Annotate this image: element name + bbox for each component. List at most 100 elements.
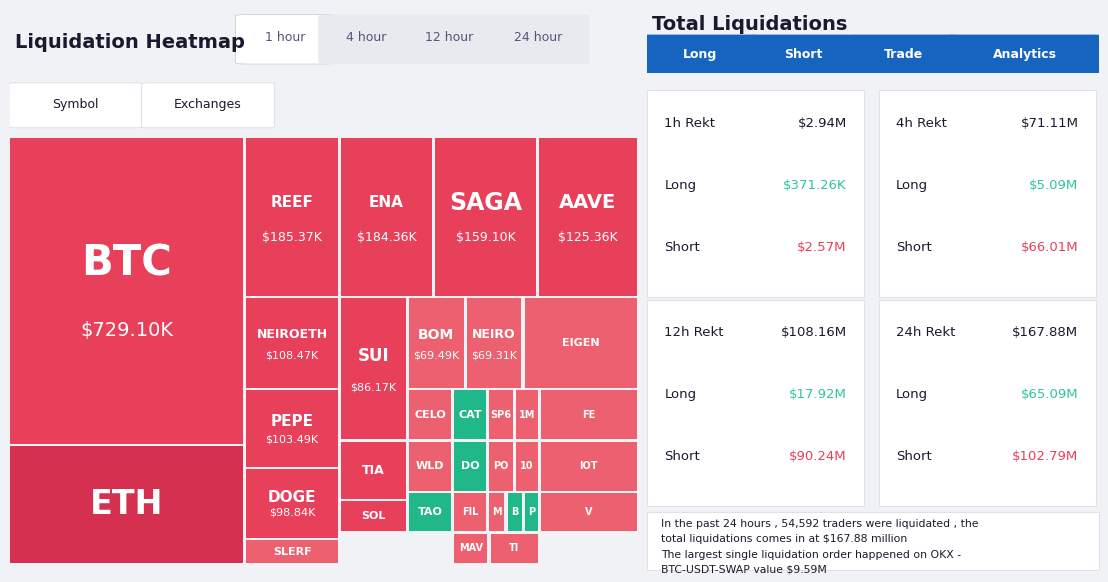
Text: Analytics: Analytics xyxy=(993,48,1057,61)
Text: $729.10K: $729.10K xyxy=(81,321,173,340)
FancyBboxPatch shape xyxy=(638,34,762,73)
Text: 12h Rekt: 12h Rekt xyxy=(665,327,724,339)
Text: Long: Long xyxy=(896,179,929,191)
Text: DO: DO xyxy=(461,461,479,471)
Text: Symbol: Symbol xyxy=(52,98,99,111)
Text: $69.31K: $69.31K xyxy=(471,350,517,360)
Text: M: M xyxy=(492,507,502,517)
FancyBboxPatch shape xyxy=(341,502,406,531)
FancyBboxPatch shape xyxy=(341,442,406,499)
Text: IOT: IOT xyxy=(579,461,598,471)
FancyBboxPatch shape xyxy=(541,442,637,491)
Text: $103.49K: $103.49K xyxy=(266,434,319,444)
Text: V: V xyxy=(585,507,593,517)
Text: $108.16M: $108.16M xyxy=(781,327,847,339)
FancyBboxPatch shape xyxy=(489,390,513,439)
Text: $90.24M: $90.24M xyxy=(789,450,847,463)
Text: $86.17K: $86.17K xyxy=(350,382,397,392)
FancyBboxPatch shape xyxy=(488,15,589,64)
Text: 1M: 1M xyxy=(519,410,535,420)
Text: NEIROETH: NEIROETH xyxy=(257,328,328,342)
FancyBboxPatch shape xyxy=(943,34,1106,73)
FancyBboxPatch shape xyxy=(435,138,536,296)
Text: PEPE: PEPE xyxy=(270,414,314,429)
FancyBboxPatch shape xyxy=(454,390,485,439)
Text: PO: PO xyxy=(493,461,509,471)
Text: DOGE: DOGE xyxy=(268,489,316,505)
Text: CELO: CELO xyxy=(414,410,445,420)
FancyBboxPatch shape xyxy=(507,493,522,531)
Text: $71.11M: $71.11M xyxy=(1020,117,1078,130)
Text: $102.79M: $102.79M xyxy=(1013,450,1078,463)
FancyBboxPatch shape xyxy=(246,540,338,563)
FancyBboxPatch shape xyxy=(409,390,451,439)
Text: FIL: FIL xyxy=(462,507,478,517)
FancyBboxPatch shape xyxy=(541,390,637,439)
Text: SAGA: SAGA xyxy=(449,190,522,215)
Text: Short: Short xyxy=(896,450,932,463)
Text: $69.49K: $69.49K xyxy=(413,350,460,360)
FancyBboxPatch shape xyxy=(525,493,537,531)
Text: NEIRO: NEIRO xyxy=(472,328,516,342)
FancyBboxPatch shape xyxy=(541,493,637,531)
FancyBboxPatch shape xyxy=(745,34,862,73)
Text: $108.47K: $108.47K xyxy=(266,350,319,360)
FancyBboxPatch shape xyxy=(540,138,637,296)
Text: $17.92M: $17.92M xyxy=(789,388,847,401)
Text: Long: Long xyxy=(665,388,697,401)
FancyBboxPatch shape xyxy=(489,442,513,491)
Text: FE: FE xyxy=(582,410,595,420)
Text: TIA: TIA xyxy=(362,464,384,477)
Text: ETH: ETH xyxy=(90,488,164,521)
Text: TAO: TAO xyxy=(418,507,442,517)
Text: $125.36K: $125.36K xyxy=(558,231,617,244)
FancyBboxPatch shape xyxy=(524,298,637,388)
Text: AAVE: AAVE xyxy=(560,193,616,212)
Text: $185.37K: $185.37K xyxy=(263,231,322,244)
FancyBboxPatch shape xyxy=(246,298,338,388)
FancyBboxPatch shape xyxy=(454,493,485,531)
FancyBboxPatch shape xyxy=(516,390,537,439)
FancyBboxPatch shape xyxy=(246,469,338,538)
Text: Long: Long xyxy=(896,388,929,401)
Text: 24 hour: 24 hour xyxy=(514,31,563,44)
Text: 10: 10 xyxy=(520,461,534,471)
Text: Long: Long xyxy=(665,179,697,191)
FancyBboxPatch shape xyxy=(466,298,522,388)
Text: $65.09M: $65.09M xyxy=(1020,388,1078,401)
FancyBboxPatch shape xyxy=(235,15,335,64)
Text: $371.26K: $371.26K xyxy=(783,179,847,191)
Text: 1h Rekt: 1h Rekt xyxy=(665,117,716,130)
Text: In the past 24 hours , 54,592 traders were liquidated , the
total liquidations c: In the past 24 hours , 54,592 traders we… xyxy=(660,519,978,575)
Text: WLD: WLD xyxy=(416,461,444,471)
FancyBboxPatch shape xyxy=(516,442,537,491)
FancyBboxPatch shape xyxy=(491,534,537,563)
FancyBboxPatch shape xyxy=(246,138,338,296)
Text: $159.10K: $159.10K xyxy=(455,231,515,244)
Text: $5.09M: $5.09M xyxy=(1029,179,1078,191)
Text: $184.36K: $184.36K xyxy=(357,231,417,244)
Text: P: P xyxy=(529,507,535,517)
Text: B: B xyxy=(511,507,519,517)
FancyBboxPatch shape xyxy=(489,493,504,531)
Text: $167.88M: $167.88M xyxy=(1013,327,1078,339)
FancyBboxPatch shape xyxy=(318,15,414,64)
Text: Short: Short xyxy=(665,450,700,463)
Text: Short: Short xyxy=(896,241,932,254)
Text: EIGEN: EIGEN xyxy=(562,338,599,348)
FancyBboxPatch shape xyxy=(246,390,338,467)
Text: SUI: SUI xyxy=(358,347,389,365)
FancyBboxPatch shape xyxy=(847,34,962,73)
FancyBboxPatch shape xyxy=(409,442,451,491)
Text: Short: Short xyxy=(665,241,700,254)
FancyBboxPatch shape xyxy=(409,493,451,531)
Text: Short: Short xyxy=(783,48,822,61)
Text: $2.94M: $2.94M xyxy=(798,117,847,130)
Text: Long: Long xyxy=(683,48,717,61)
FancyBboxPatch shape xyxy=(341,138,432,296)
Text: CAT: CAT xyxy=(458,410,482,420)
FancyBboxPatch shape xyxy=(10,138,244,443)
Text: 12 hour: 12 hour xyxy=(425,31,473,44)
Text: SOL: SOL xyxy=(361,512,386,521)
Text: 1 hour: 1 hour xyxy=(265,31,305,44)
